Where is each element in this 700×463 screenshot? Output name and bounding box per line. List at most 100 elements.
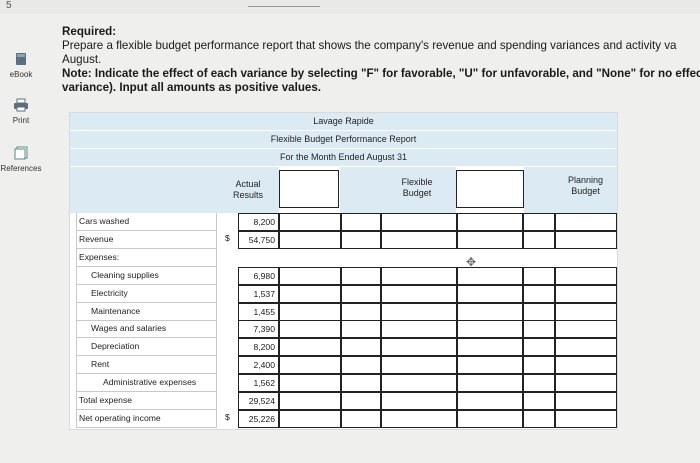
- input-cell[interactable]: [279, 231, 341, 249]
- col-flexible-label: Flexible Budget: [401, 177, 433, 198]
- input-cell[interactable]: [555, 285, 617, 303]
- input-cell[interactable]: [381, 303, 457, 321]
- input-cell[interactable]: [279, 410, 341, 428]
- actual-value: 8,200: [238, 213, 279, 231]
- sidebar-item-print[interactable]: Print: [0, 98, 42, 125]
- input-cell[interactable]: [523, 231, 555, 249]
- row-label: Cleaning supplies: [76, 267, 217, 285]
- input-cell[interactable]: [381, 338, 457, 356]
- input-cell[interactable]: [279, 213, 341, 231]
- page-number: 5: [6, 0, 12, 11]
- input-cell[interactable]: [457, 303, 523, 321]
- input-cell[interactable]: [279, 374, 341, 392]
- input-cell[interactable]: [341, 356, 381, 374]
- input-cell[interactable]: [457, 267, 523, 285]
- row-label: Wages and salaries: [76, 320, 217, 338]
- input-cell[interactable]: [381, 374, 457, 392]
- input-cell[interactable]: [381, 392, 457, 410]
- input-cell[interactable]: [555, 392, 617, 410]
- input-cell[interactable]: [341, 303, 381, 321]
- input-cell[interactable]: [341, 320, 381, 338]
- input-cell[interactable]: [523, 267, 555, 285]
- input-cell[interactable]: [523, 338, 555, 356]
- input-cell[interactable]: [341, 213, 381, 231]
- col-planning-label: Planning Budget: [567, 175, 604, 196]
- sidebar-item-references[interactable]: References: [0, 146, 42, 173]
- input-cell[interactable]: [523, 392, 555, 410]
- row-label: Net operating income: [76, 410, 217, 428]
- input-cell[interactable]: [341, 267, 381, 285]
- input-cell[interactable]: [457, 374, 523, 392]
- printer-icon: [14, 98, 28, 112]
- input-cell[interactable]: [457, 320, 523, 338]
- input-cell[interactable]: [523, 285, 555, 303]
- input-cell[interactable]: [381, 231, 457, 249]
- input-cell[interactable]: [341, 285, 381, 303]
- divider: [248, 6, 320, 7]
- input-cell[interactable]: [279, 356, 341, 374]
- input-cell[interactable]: [457, 356, 523, 374]
- input-cell[interactable]: [555, 267, 617, 285]
- input-cell[interactable]: [555, 410, 617, 428]
- input-cell[interactable]: [279, 303, 341, 321]
- input-cell[interactable]: [523, 410, 555, 428]
- input-cell[interactable]: [457, 213, 523, 231]
- actual-value: 2,400: [238, 356, 279, 374]
- input-cell[interactable]: [555, 320, 617, 338]
- input-cell[interactable]: [555, 213, 617, 231]
- variance-type-select[interactable]: [279, 170, 339, 208]
- input-cell[interactable]: [381, 213, 457, 231]
- input-cell[interactable]: [279, 392, 341, 410]
- book-icon: [16, 53, 26, 65]
- col-actual-results: Actual Results: [217, 167, 279, 213]
- row-label: Rent: [76, 356, 217, 374]
- input-cell[interactable]: [279, 320, 341, 338]
- input-cell[interactable]: [555, 374, 617, 392]
- dollar-sign: $: [225, 412, 230, 422]
- input-cell[interactable]: [457, 338, 523, 356]
- input-cell[interactable]: [381, 285, 457, 303]
- input-cell[interactable]: [279, 285, 341, 303]
- input-cell[interactable]: [341, 410, 381, 428]
- input-cell[interactable]: [457, 231, 523, 249]
- input-cell[interactable]: [523, 320, 555, 338]
- input-cell[interactable]: [555, 338, 617, 356]
- input-cell[interactable]: [457, 285, 523, 303]
- variance-type-select[interactable]: [456, 170, 524, 208]
- input-cell[interactable]: [381, 267, 457, 285]
- col-actual-label: Actual Results: [232, 179, 263, 200]
- input-cell[interactable]: [523, 303, 555, 321]
- actual-value: 1,562: [238, 374, 279, 392]
- input-cell[interactable]: [381, 356, 457, 374]
- input-cell[interactable]: [279, 267, 341, 285]
- input-cell[interactable]: [457, 392, 523, 410]
- references-icon: [14, 146, 28, 160]
- actual-value: 8,200: [238, 338, 279, 356]
- dollar-sign: $: [225, 233, 230, 243]
- input-cell[interactable]: [457, 410, 523, 428]
- input-cell[interactable]: [381, 320, 457, 338]
- blank-header: [524, 167, 554, 213]
- input-cell[interactable]: [341, 374, 381, 392]
- input-cell[interactable]: [523, 213, 555, 231]
- input-cell[interactable]: [555, 356, 617, 374]
- sidebar-item-ebook[interactable]: eBook: [0, 52, 42, 79]
- col-flexible-budget: Flexible Budget: [378, 167, 456, 213]
- actual-value: 54,750: [238, 231, 279, 249]
- actual-value: 6,980: [238, 267, 279, 285]
- input-cell[interactable]: [523, 374, 555, 392]
- input-cell[interactable]: [523, 356, 555, 374]
- report-title: Flexible Budget Performance Report: [70, 131, 617, 149]
- input-cell[interactable]: [341, 338, 381, 356]
- row-label: Cars washed: [76, 213, 217, 231]
- input-cell[interactable]: [279, 338, 341, 356]
- instruction-line: August.: [62, 53, 102, 66]
- row-label: Expenses:: [76, 249, 217, 267]
- row-label: Total expense: [76, 392, 217, 410]
- company-name: Lavage Rapide: [70, 113, 617, 131]
- input-cell[interactable]: [341, 392, 381, 410]
- input-cell[interactable]: [555, 231, 617, 249]
- input-cell[interactable]: [341, 231, 381, 249]
- input-cell[interactable]: [555, 303, 617, 321]
- input-cell[interactable]: [381, 410, 457, 428]
